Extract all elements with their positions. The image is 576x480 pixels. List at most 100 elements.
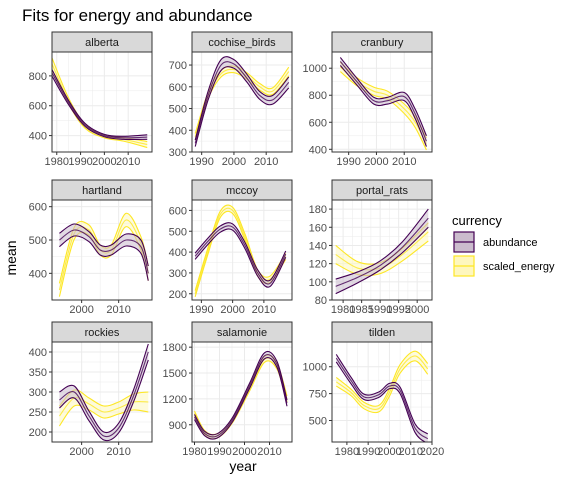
x-tick-label: 2000 — [69, 446, 93, 458]
band-lower-line-abundance — [335, 226, 429, 295]
y-tick-label: 750 — [309, 389, 327, 401]
x-tick-label: 2010 — [116, 156, 140, 168]
panel-strip-label: salamonie — [217, 327, 267, 339]
y-tick-label: 500 — [169, 104, 187, 116]
x-tick-label: 2000 — [405, 304, 429, 316]
y-tick-label: 300 — [169, 268, 187, 280]
y-tick-label: 800 — [309, 90, 327, 102]
y-tick-label: 160 — [309, 222, 327, 234]
x-tick-label: 2000 — [232, 446, 256, 458]
y-tick-label: 600 — [29, 202, 47, 214]
x-tick-label: 2010 — [106, 446, 130, 458]
mean-line-abundance — [335, 217, 429, 287]
panel-strip-label: alberta — [85, 37, 120, 49]
x-tick-label: 2020 — [420, 446, 444, 458]
panel-strip-label: cranbury — [361, 37, 404, 49]
panel-border — [51, 51, 153, 153]
y-tick-label: 80 — [315, 295, 327, 307]
panel-salamonie: salamonie 1980 1990 2000 2010 900 1200 1500 1800 — [163, 321, 293, 458]
mean-line-abundance — [339, 61, 427, 142]
panel-data — [335, 350, 429, 442]
x-axis-label: year — [229, 458, 257, 474]
legend-item-scaled-energy: scaled_energy — [453, 255, 555, 277]
x-tick-label: 2010 — [254, 156, 278, 168]
panel-border — [191, 51, 293, 153]
panel-strip-label: hartland — [82, 185, 122, 197]
x-tick-label: 2010 — [252, 304, 276, 316]
panel-border — [331, 199, 433, 301]
y-tick-label: 500 — [29, 235, 47, 247]
mean-line-scaled-energy — [335, 355, 429, 410]
panel-mccoy: mccoy 1990 2000 2010 200 300 400 500 600 — [169, 179, 293, 316]
y-tick-label: 140 — [309, 240, 327, 252]
mean-line-abundance — [59, 351, 149, 438]
band-lower-line-scaled-energy — [58, 404, 149, 427]
x-tick-label: 1980 — [335, 446, 359, 458]
mean-line-abundance — [52, 72, 148, 139]
band-upper-line-scaled-energy — [194, 204, 287, 291]
mean-line-scaled-energy — [194, 207, 287, 294]
band-upper-line-scaled-energy — [335, 350, 429, 407]
band-upper-line-abundance — [59, 223, 149, 267]
band-upper-line-abundance — [194, 222, 287, 282]
panel-data — [52, 57, 148, 149]
band-upper-line-abundance — [59, 343, 149, 434]
mean-line-abundance — [194, 225, 287, 285]
x-tick-label: 2010 — [398, 446, 422, 458]
panel-cranbury: cranbury 1990 2000 2010 400 600 800 1000 — [303, 31, 433, 168]
y-tick-label: 180 — [309, 204, 327, 216]
legend-label: scaled_energy — [483, 261, 555, 273]
y-tick-label: 200 — [29, 427, 47, 439]
x-tick-label: 2000 — [220, 304, 244, 316]
x-tick-label: 1990 — [356, 446, 380, 458]
x-tick-label: 1980 — [182, 446, 206, 458]
mean-line-abundance — [335, 357, 429, 440]
chart-title: Fits for energy and abundance — [22, 6, 253, 25]
y-tick-label: 1200 — [163, 394, 187, 406]
y-tick-label: 120 — [309, 259, 327, 271]
y-tick-label: 400 — [169, 247, 187, 259]
band-lower-line-abundance — [194, 66, 290, 147]
y-tick-label: 1800 — [163, 342, 187, 354]
panel-strip-label: mccoy — [226, 185, 258, 197]
x-tick-label: 2000 — [69, 304, 93, 316]
x-tick-label: 2000 — [377, 446, 401, 458]
confidence-band-abundance — [195, 56, 289, 147]
y-tick-label: 400 — [29, 131, 47, 143]
y-tick-label: 200 — [169, 289, 187, 301]
y-tick-label: 1000 — [303, 63, 327, 75]
panel-hartland: hartland 2000 2010 400 500 600 — [29, 179, 153, 316]
panel-border — [331, 51, 433, 153]
y-tick-label: 250 — [29, 407, 47, 419]
panel-strip-label: tilden — [369, 327, 395, 339]
y-tick-label: 500 — [169, 226, 187, 238]
band-upper-line-abundance — [339, 57, 427, 136]
panel-data — [339, 57, 427, 151]
panel-cochise-birds: cochise_birds 1990 2000 2010 300 400 500 600 700 — [169, 31, 293, 168]
band-upper-line-abundance — [194, 350, 288, 436]
x-tick-label: 1990 — [189, 304, 213, 316]
band-lower-line-abundance — [52, 75, 148, 141]
y-tick-label: 900 — [169, 420, 187, 432]
panel-strip-label: rockies — [85, 327, 120, 339]
band-lower-line-abundance — [339, 65, 427, 147]
y-tick-label: 400 — [29, 347, 47, 359]
mean-line-abundance — [194, 61, 290, 144]
y-tick-label: 600 — [169, 205, 187, 217]
panel-rockies: rockies 2000 2010 200 250 300 350 400 — [29, 321, 153, 458]
y-tick-label: 350 — [29, 367, 47, 379]
panel-strip-label: cochise_birds — [208, 37, 276, 49]
panel-data — [335, 208, 429, 295]
y-tick-label: 300 — [169, 147, 187, 159]
panel-data — [194, 204, 287, 298]
x-tick-label: 2000 — [222, 156, 246, 168]
band-upper-line-abundance — [335, 354, 429, 435]
x-tick-label: 1980 — [331, 304, 355, 316]
y-axis-label: mean — [3, 240, 19, 275]
x-tick-label: 2010 — [106, 304, 130, 316]
legend-label: abundance — [483, 237, 537, 249]
